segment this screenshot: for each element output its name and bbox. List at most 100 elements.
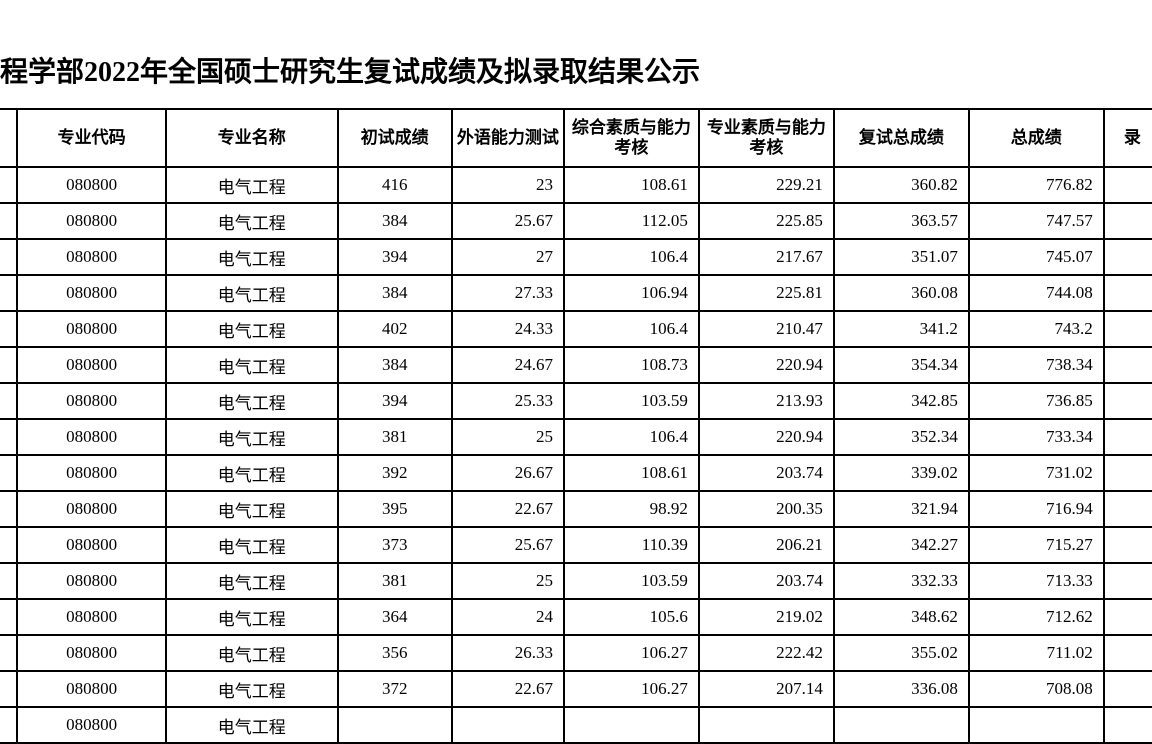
table-row: 080800电气工程35626.33106.27222.42355.02711.… (0, 635, 1152, 671)
table-cell: 321.94 (834, 491, 969, 527)
table-cell: 733.34 (969, 419, 1104, 455)
table-cell: 715.27 (969, 527, 1104, 563)
table-row: 080800电气工程37325.67110.39206.21342.27715.… (0, 527, 1152, 563)
table-cell: 103.59 (564, 383, 699, 419)
table-cell: 207.14 (699, 671, 834, 707)
table-cell: 106.4 (564, 311, 699, 347)
table-cell: 225.81 (699, 275, 834, 311)
table-row: 080800电气工程37222.67106.27207.14336.08708.… (0, 671, 1152, 707)
table-cell (0, 203, 17, 239)
table-cell: 电气工程 (166, 563, 338, 599)
table-cell: 776.82 (969, 167, 1104, 203)
table-cell (0, 347, 17, 383)
table-cell: 22.67 (452, 491, 564, 527)
table-cell: 351.07 (834, 239, 969, 275)
table-cell: 080800 (17, 239, 166, 275)
table-cell: 342.27 (834, 527, 969, 563)
table-cell: 203.74 (699, 563, 834, 599)
table-cell: 080800 (17, 275, 166, 311)
table-cell: 342.85 (834, 383, 969, 419)
table-cell: 219.02 (699, 599, 834, 635)
table-cell: 25.33 (452, 383, 564, 419)
table-cell: 220.94 (699, 347, 834, 383)
table-row: 080800电气工程39522.6798.92200.35321.94716.9… (0, 491, 1152, 527)
table-cell: 360.82 (834, 167, 969, 203)
table-cell: 27 (452, 239, 564, 275)
table-cell: 080800 (17, 203, 166, 239)
table-cell: 25 (452, 419, 564, 455)
table-cell: 080800 (17, 383, 166, 419)
table-cell: 080800 (17, 563, 166, 599)
table-container: 专业代码专业名称初试成绩外语能力测试综合素质与能力考核专业素质与能力考核复试总成… (0, 108, 1152, 744)
table-cell: 电气工程 (166, 203, 338, 239)
table-cell (1104, 635, 1152, 671)
table-cell: 112.05 (564, 203, 699, 239)
table-cell (1104, 311, 1152, 347)
column-header-0 (0, 109, 17, 167)
table-cell: 22.67 (452, 671, 564, 707)
table-cell: 108.73 (564, 347, 699, 383)
table-row: 080800电气工程39425.33103.59213.93342.85736.… (0, 383, 1152, 419)
table-cell (0, 707, 17, 743)
table-cell (0, 527, 17, 563)
table-row: 080800电气工程39427106.4217.67351.07745.07 (0, 239, 1152, 275)
column-header-5: 综合素质与能力考核 (564, 109, 699, 167)
table-row: 080800电气工程38125103.59203.74332.33713.33 (0, 563, 1152, 599)
table-cell: 电气工程 (166, 707, 338, 743)
table-row: 080800电气工程38427.33106.94225.81360.08744.… (0, 275, 1152, 311)
table-cell: 708.08 (969, 671, 1104, 707)
table-cell (1104, 383, 1152, 419)
column-header-2: 专业名称 (166, 109, 338, 167)
table-cell (0, 671, 17, 707)
table-cell: 355.02 (834, 635, 969, 671)
table-cell (0, 167, 17, 203)
table-cell: 364 (338, 599, 452, 635)
table-cell: 电气工程 (166, 239, 338, 275)
table-cell: 738.34 (969, 347, 1104, 383)
table-cell: 213.93 (699, 383, 834, 419)
table-cell: 394 (338, 239, 452, 275)
table-body: 080800电气工程41623108.61229.21360.82776.820… (0, 167, 1152, 743)
table-cell: 222.42 (699, 635, 834, 671)
table-header: 专业代码专业名称初试成绩外语能力测试综合素质与能力考核专业素质与能力考核复试总成… (0, 109, 1152, 167)
table-cell: 106.27 (564, 635, 699, 671)
table-cell (1104, 563, 1152, 599)
table-cell: 744.08 (969, 275, 1104, 311)
table-cell: 106.94 (564, 275, 699, 311)
table-cell: 225.85 (699, 203, 834, 239)
table-cell (0, 455, 17, 491)
table-cell: 372 (338, 671, 452, 707)
table-cell: 229.21 (699, 167, 834, 203)
table-cell: 360.08 (834, 275, 969, 311)
table-cell: 电气工程 (166, 491, 338, 527)
table-cell: 080800 (17, 491, 166, 527)
table-cell (1104, 527, 1152, 563)
table-cell (1104, 491, 1152, 527)
table-cell: 354.34 (834, 347, 969, 383)
column-header-7: 复试总成绩 (834, 109, 969, 167)
table-cell (0, 491, 17, 527)
table-cell: 712.62 (969, 599, 1104, 635)
table-cell: 200.35 (699, 491, 834, 527)
table-cell: 106.27 (564, 671, 699, 707)
table-cell: 394 (338, 383, 452, 419)
table-cell: 23 (452, 167, 564, 203)
table-row: 080800电气工程 (0, 707, 1152, 743)
table-cell: 电气工程 (166, 671, 338, 707)
table-cell: 217.67 (699, 239, 834, 275)
table-cell (1104, 167, 1152, 203)
table-cell (1104, 455, 1152, 491)
table-cell: 080800 (17, 167, 166, 203)
table-cell (338, 707, 452, 743)
table-cell (1104, 599, 1152, 635)
table-cell: 电气工程 (166, 275, 338, 311)
table-cell: 26.33 (452, 635, 564, 671)
column-header-1: 专业代码 (17, 109, 166, 167)
table-cell (0, 239, 17, 275)
table-cell: 25.67 (452, 203, 564, 239)
table-cell: 电气工程 (166, 347, 338, 383)
table-cell: 731.02 (969, 455, 1104, 491)
table-row: 080800电气工程38425.67112.05225.85363.57747.… (0, 203, 1152, 239)
table-cell: 416 (338, 167, 452, 203)
table-cell: 363.57 (834, 203, 969, 239)
